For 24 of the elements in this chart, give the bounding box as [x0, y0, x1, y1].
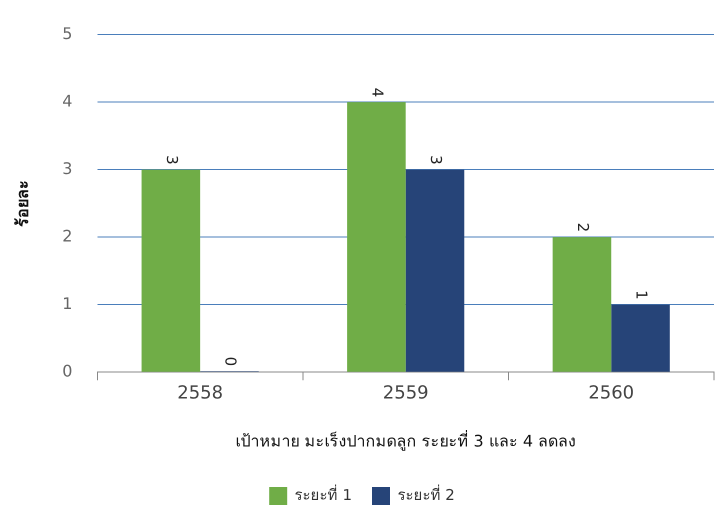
data-label: 3	[427, 155, 446, 165]
x-tick-label: 2560	[588, 382, 634, 404]
legend-label: ระยะที่ 1	[294, 484, 352, 504]
bar	[611, 304, 670, 372]
bar	[552, 237, 612, 372]
y-tick-label: 5	[62, 24, 72, 43]
x-tick-label: 2558	[177, 382, 224, 404]
legend-label: ระยะที่ 2	[398, 484, 455, 504]
data-label: 4	[368, 88, 387, 98]
bar	[406, 170, 464, 372]
y-tick-label: 2	[62, 226, 72, 246]
data-label: 1	[632, 290, 651, 300]
data-label: 0	[222, 356, 240, 366]
x-axis-title: เป้าหมาย มะเร็งปากมดลูก ระยะที่ 3 และ 4 ลดลง	[235, 430, 576, 452]
y-tick-label: 0	[62, 361, 72, 380]
x-tick-label: 2559	[382, 382, 429, 404]
bar	[347, 102, 406, 372]
data-label: 2	[574, 222, 592, 232]
bar	[142, 170, 200, 372]
y-tick-label: 3	[62, 158, 72, 178]
y-tick-label: 1	[62, 294, 72, 313]
data-label: 3	[162, 155, 181, 165]
y-axis-title: ร้อยละ	[12, 180, 32, 227]
y-tick-label: 4	[62, 91, 72, 110]
